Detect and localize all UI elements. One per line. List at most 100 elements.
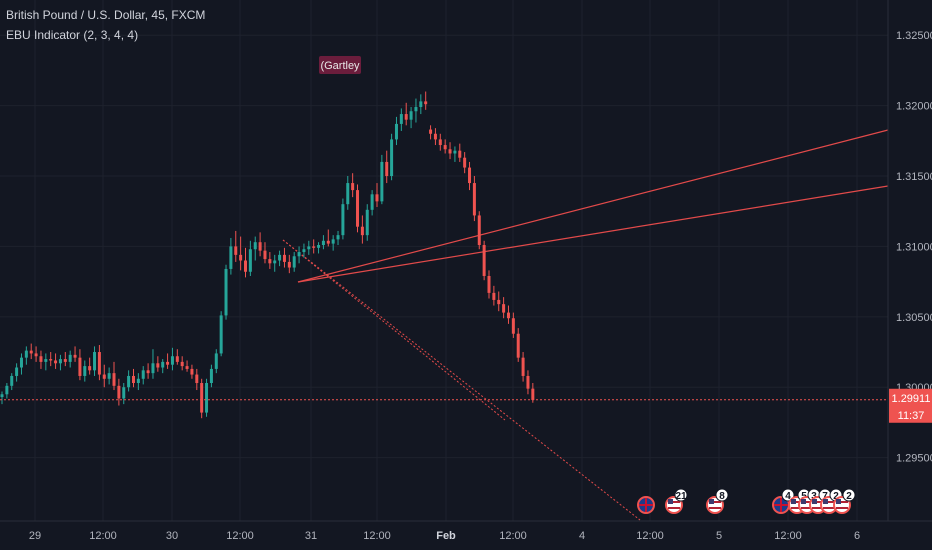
- candle-body: [375, 194, 379, 202]
- flag-stripe: [791, 501, 803, 503]
- event-count-text: 3: [811, 491, 817, 502]
- candle-body: [102, 374, 106, 379]
- uk-flag-icon[interactable]: [637, 496, 655, 514]
- candle-body: [506, 312, 510, 319]
- candle-body: [287, 261, 291, 268]
- candle: [282, 247, 286, 268]
- candle-body: [356, 190, 360, 227]
- us-flag-icon[interactable]: 8: [706, 488, 729, 514]
- candle: [326, 229, 330, 247]
- candle: [68, 350, 72, 368]
- candle-body: [438, 139, 442, 146]
- price-axis[interactable]: 1.325001.320001.315001.310001.305001.300…: [887, 0, 932, 550]
- candle: [127, 370, 131, 392]
- candle-body: [5, 385, 9, 395]
- price-axis-bg: [888, 0, 932, 550]
- candle-body: [399, 114, 403, 124]
- candle-body: [321, 240, 325, 246]
- us-flag-icon[interactable]: 21: [665, 488, 688, 514]
- flag-stripe: [709, 501, 721, 503]
- candle-body: [472, 183, 476, 216]
- trendline-lower[interactable]: [297, 185, 889, 283]
- candle: [54, 353, 58, 369]
- candle: [49, 352, 53, 367]
- candle-body: [93, 352, 97, 371]
- candle-body: [151, 363, 155, 374]
- flag-stripe: [812, 501, 824, 503]
- price-tick-label: 1.32000: [896, 101, 932, 113]
- event-count-text: 2: [846, 491, 852, 502]
- candle-body: [15, 367, 19, 376]
- candle-body: [58, 359, 62, 364]
- trendlines[interactable]: [282, 129, 889, 521]
- candle: [297, 246, 301, 264]
- time-tick-label: 6: [854, 530, 860, 542]
- candle: [44, 353, 48, 371]
- candle: [151, 349, 155, 379]
- candle: [273, 254, 277, 272]
- candle-body: [63, 359, 67, 362]
- candle-body: [146, 370, 150, 374]
- candle-body: [68, 354, 72, 362]
- candle: [526, 370, 530, 395]
- candle: [219, 311, 223, 357]
- time-axis[interactable]: 29 12:00 30 12:00 31 12:00 Feb 12:00 4 12:00 5 12:0…: [0, 520, 932, 550]
- event-count-badge: [674, 488, 688, 502]
- candle-body: [73, 354, 77, 358]
- flag-canton: [812, 499, 817, 504]
- us-flag-icon[interactable]: 2: [833, 488, 856, 514]
- candle-body: [239, 254, 243, 261]
- candle-body: [219, 315, 223, 354]
- candle: [356, 184, 360, 233]
- indicator-legend[interactable]: EBU Indicator (2, 3, 4, 4): [6, 28, 139, 42]
- candle-body: [141, 370, 145, 379]
- event-count-text: 4: [785, 491, 791, 502]
- trendline-upper[interactable]: [297, 129, 889, 283]
- candle: [224, 264, 228, 320]
- candles: [0, 91, 535, 419]
- candle: [73, 346, 77, 362]
- symbol-title[interactable]: British Pound / U.S. Dollar, 45, FXCM: [6, 8, 206, 22]
- candle: [404, 102, 408, 126]
- candle: [29, 343, 33, 360]
- candle: [258, 232, 262, 257]
- candle-body: [229, 246, 233, 269]
- annotation-gartley[interactable]: (Gartley: [319, 56, 361, 74]
- candle: [438, 133, 442, 151]
- candle-body: [273, 260, 277, 264]
- candle-body: [453, 150, 457, 154]
- candle: [5, 383, 9, 399]
- candle-body: [0, 394, 4, 398]
- candle-body: [511, 318, 515, 334]
- time-tick-label: 5: [716, 530, 722, 542]
- candle-body: [248, 249, 252, 272]
- candle: [239, 236, 243, 271]
- candle: [97, 344, 101, 381]
- candle: [117, 378, 121, 406]
- flag-canton: [836, 499, 841, 504]
- time-tick-label: 12:00: [499, 530, 527, 542]
- economic-events[interactable]: 21 8 4 5 3 7 2 2: [637, 488, 856, 514]
- candle: [287, 254, 291, 274]
- candle: [511, 312, 515, 338]
- candle: [19, 353, 23, 375]
- candle-body: [516, 333, 520, 358]
- candle: [278, 250, 282, 267]
- candle: [414, 98, 418, 123]
- flag-canton: [709, 499, 714, 504]
- time-tick-label: 12:00: [774, 530, 802, 542]
- price-tick-label: 1.31500: [896, 171, 932, 183]
- candle-body: [297, 252, 301, 257]
- candle: [200, 378, 204, 419]
- candle: [24, 346, 28, 365]
- annotation-box: [319, 56, 361, 74]
- candle-body: [443, 145, 447, 150]
- candle: [253, 236, 257, 261]
- candle-body: [214, 353, 218, 369]
- candle-body: [97, 352, 101, 375]
- candle-body: [83, 366, 87, 376]
- flag-stripe: [801, 507, 813, 509]
- candle: [10, 373, 14, 391]
- candle-body: [482, 245, 486, 276]
